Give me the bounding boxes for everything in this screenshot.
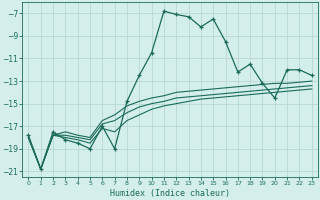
- X-axis label: Humidex (Indice chaleur): Humidex (Indice chaleur): [110, 189, 230, 198]
